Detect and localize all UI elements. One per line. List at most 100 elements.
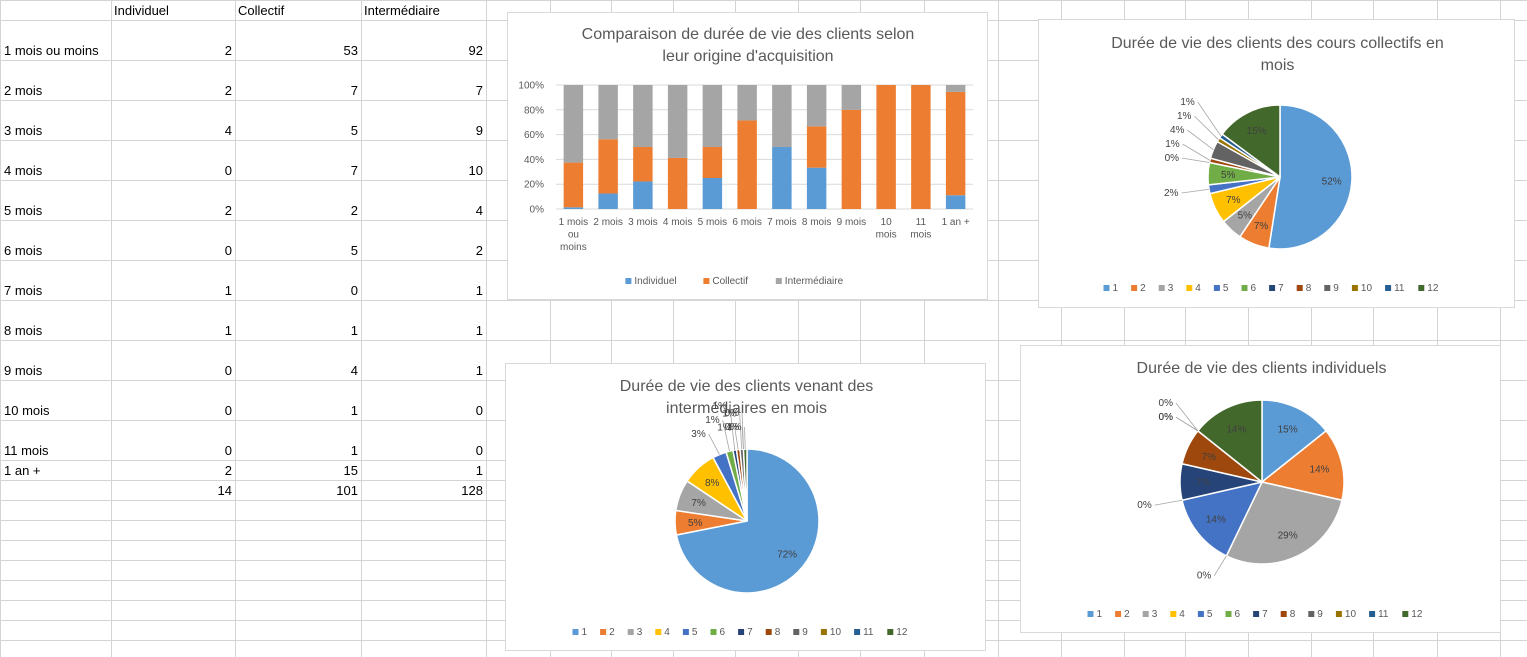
bar-6-2[interactable] (772, 85, 792, 147)
bar-8-1[interactable] (841, 109, 862, 209)
value-cell-5-0[interactable]: 0 (224, 243, 232, 258)
pie-collectif-legend-swatch-11 (1418, 285, 1425, 291)
value-cell-9-2[interactable]: 0 (475, 403, 483, 418)
value-cell-0-0[interactable]: 2 (224, 43, 232, 58)
row-label-cell-0[interactable]: 1 mois ou moins (4, 43, 99, 58)
header-cell-2[interactable]: Intermédiaire (364, 3, 440, 18)
bar-11-1[interactable] (945, 91, 966, 196)
value-cell-1-1[interactable]: 7 (350, 83, 358, 98)
value-cell-8-1[interactable]: 4 (350, 363, 358, 378)
pie-individuel-slice-11[interactable] (1196, 399, 1263, 484)
bar-0-2[interactable] (563, 85, 584, 163)
pie-individuel-slice-1[interactable] (1260, 429, 1345, 502)
row-label-cell-5[interactable]: 6 mois (4, 243, 43, 258)
pie-individuel-legend-label-11: 12 (1411, 609, 1423, 620)
bar-chart-ytick-2: 40% (524, 155, 544, 166)
pie-individuel-slice-0[interactable] (1261, 399, 1328, 484)
bar-7-2[interactable] (806, 85, 827, 127)
pie-individuel-slice-4[interactable] (1181, 480, 1264, 557)
row-label-cell-11[interactable]: 1 an + (4, 463, 41, 478)
value-cell-9-1[interactable]: 1 (350, 403, 358, 418)
row-label-cell-3[interactable]: 4 mois (4, 163, 43, 178)
value-cell-7-1[interactable]: 1 (350, 323, 358, 338)
bar-11-0[interactable] (945, 195, 966, 209)
pie-chart-collectif[interactable]: Durée de vie des clients des cours colle… (1038, 19, 1515, 308)
value-cell-8-2[interactable]: 1 (475, 363, 483, 378)
value-cell-6-1[interactable]: 0 (350, 283, 358, 298)
bar-1-1[interactable] (598, 139, 618, 194)
bar-6-0[interactable] (772, 147, 792, 209)
row-label-cell-9[interactable]: 10 mois (4, 403, 50, 418)
bar-11-2[interactable] (945, 85, 966, 92)
row-label-cell-2[interactable]: 3 mois (4, 123, 43, 138)
value-cell-7-2[interactable]: 1 (475, 323, 483, 338)
value-cell-3-2[interactable]: 10 (468, 163, 483, 178)
pie-chart-intermediaire[interactable]: Durée de vie des clients venant des inter… (505, 363, 986, 651)
bar-8-2[interactable] (841, 85, 862, 110)
bar-5-1[interactable] (737, 120, 757, 209)
value-cell-4-0[interactable]: 2 (224, 203, 232, 218)
value-cell-11-1[interactable]: 15 (343, 463, 358, 478)
value-cell-9-0[interactable]: 0 (224, 403, 232, 418)
header-cell-0[interactable]: Individuel (114, 3, 169, 18)
bar-7-0[interactable] (806, 167, 827, 209)
value-cell-0-2[interactable]: 92 (468, 43, 483, 58)
pie-chart-individuel[interactable]: Durée de vie des clients individuels 15% 1… (1020, 345, 1501, 633)
value-cell-2-2[interactable]: 9 (475, 123, 483, 138)
stacked-bar-chart[interactable]: Comparaison de durée de vie des clients … (507, 12, 988, 300)
row-label-cell-1[interactable]: 2 mois (4, 83, 43, 98)
value-cell-6-0[interactable]: 1 (224, 283, 232, 298)
value-cell-3-1[interactable]: 7 (350, 163, 358, 178)
bar-4-1[interactable] (702, 147, 723, 178)
bar-4-0[interactable] (702, 178, 723, 209)
total-cell-2[interactable]: 128 (461, 483, 483, 498)
value-cell-11-0[interactable]: 2 (224, 463, 232, 478)
value-cell-2-1[interactable]: 5 (350, 123, 358, 138)
value-cell-6-2[interactable]: 1 (475, 283, 483, 298)
row-label-cell-10[interactable]: 11 mois (4, 443, 49, 458)
pie-intermediaire-legend-label-0: 1 (582, 627, 588, 638)
bar-9-1[interactable] (876, 85, 896, 209)
pie-individuel-slice-2[interactable] (1225, 481, 1343, 565)
total-cell-1[interactable]: 101 (336, 483, 358, 498)
row-label-cell-4[interactable]: 5 mois (4, 203, 43, 218)
pie-collectif-legend-swatch-1 (1131, 285, 1138, 291)
bar-2-2[interactable] (633, 85, 653, 147)
pie-collectif-slice-11[interactable] (1221, 104, 1281, 179)
value-cell-7-0[interactable]: 1 (224, 323, 232, 338)
value-cell-8-0[interactable]: 0 (224, 363, 232, 378)
bar-chart-xtick-3-0: 4 mois (663, 217, 692, 228)
value-cell-1-0[interactable]: 2 (224, 83, 232, 98)
bar-0-0[interactable] (563, 207, 584, 209)
value-cell-4-1[interactable]: 2 (350, 203, 358, 218)
value-cell-2-0[interactable]: 4 (224, 123, 232, 138)
bar-3-1[interactable] (667, 157, 688, 209)
bar-1-0[interactable] (598, 193, 618, 210)
row-label-cell-7[interactable]: 8 mois (4, 323, 43, 338)
value-cell-5-2[interactable]: 2 (475, 243, 483, 258)
bar-1-2[interactable] (598, 85, 618, 140)
value-cell-0-1[interactable]: 53 (343, 43, 358, 58)
header-cell-1[interactable]: Collectif (238, 3, 285, 18)
bar-4-2[interactable] (702, 85, 723, 147)
value-cell-4-2[interactable]: 4 (475, 203, 483, 218)
value-cell-10-1[interactable]: 1 (350, 443, 358, 458)
value-cell-10-2[interactable]: 0 (475, 443, 483, 458)
bar-2-0[interactable] (633, 181, 653, 209)
value-cell-3-0[interactable]: 0 (224, 163, 232, 178)
bar-5-2[interactable] (737, 85, 757, 121)
total-cell-0[interactable]: 14 (217, 483, 232, 498)
pie-collectif-slice-0[interactable] (1267, 104, 1353, 250)
row-label-cell-8[interactable]: 9 mois (4, 363, 43, 378)
bar-2-1[interactable] (633, 147, 653, 182)
row-label-cell-6[interactable]: 7 mois (4, 283, 43, 298)
bar-7-1[interactable] (806, 126, 827, 168)
bar-10-1[interactable] (911, 85, 931, 209)
pie-collectif-leader-line-6 (1181, 157, 1210, 163)
value-cell-1-2[interactable]: 7 (475, 83, 483, 98)
bar-0-1[interactable] (563, 162, 584, 208)
value-cell-11-2[interactable]: 1 (475, 463, 483, 478)
value-cell-5-1[interactable]: 5 (350, 243, 358, 258)
value-cell-10-0[interactable]: 0 (224, 443, 232, 458)
bar-3-2[interactable] (667, 85, 688, 158)
